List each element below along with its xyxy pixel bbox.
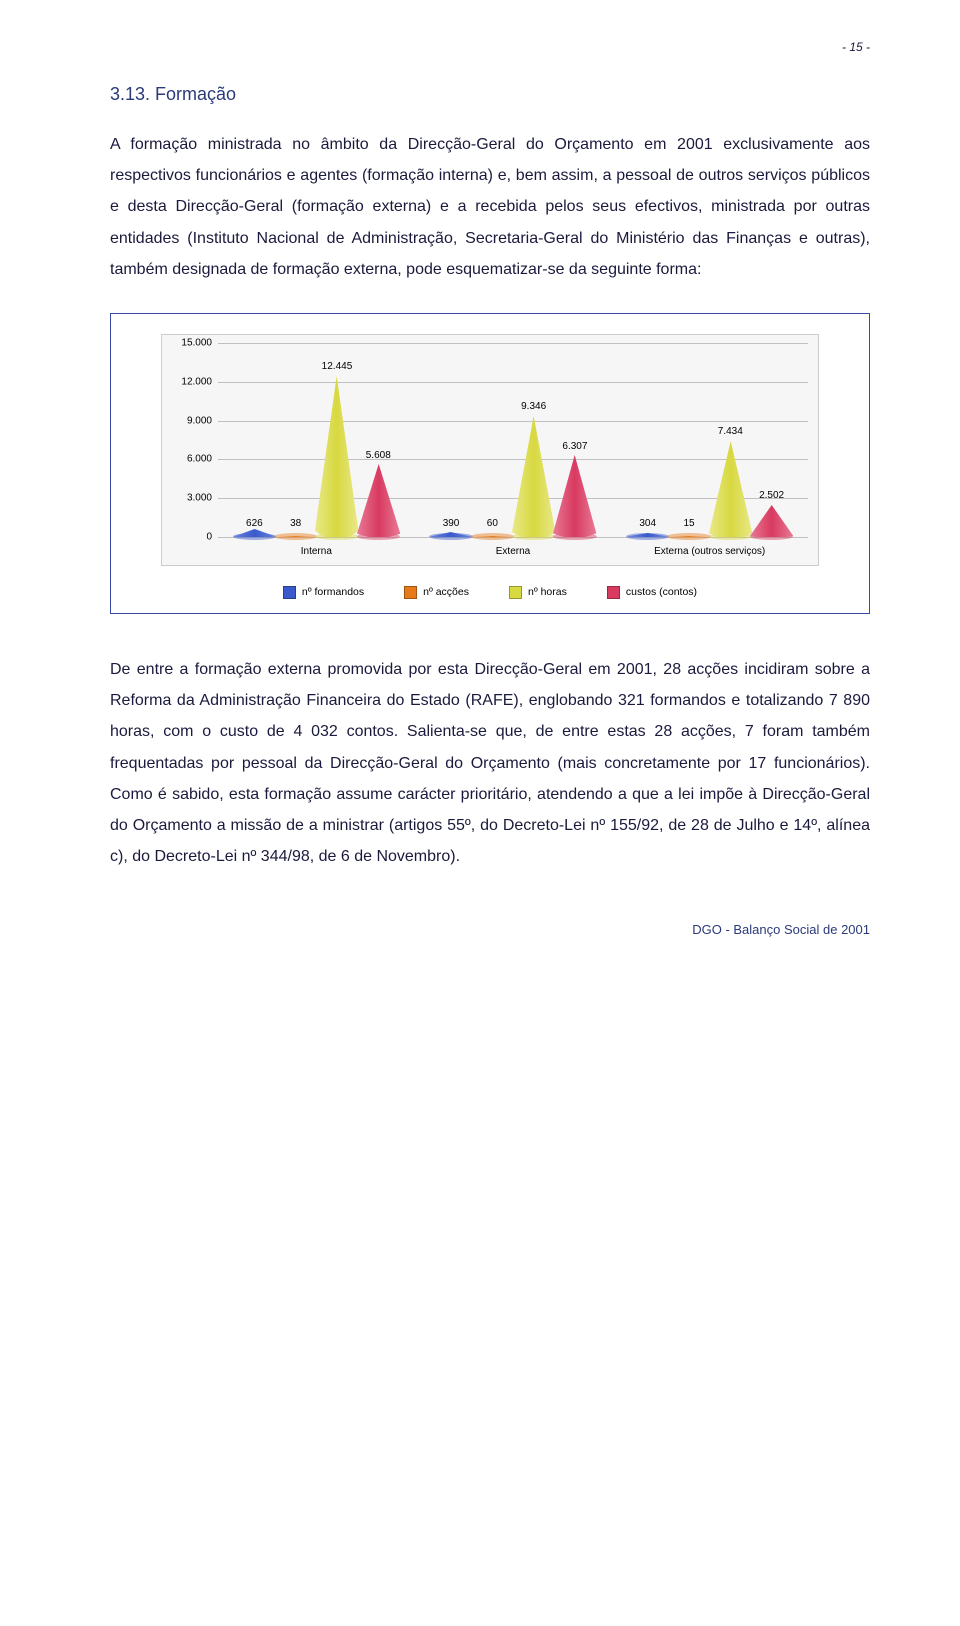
legend-label: nº acções	[423, 586, 469, 598]
category-group: 390609.3466.307Externa	[415, 343, 612, 537]
legend-label: nº formandos	[302, 586, 364, 598]
value-label: 304	[639, 518, 656, 529]
cone-bar	[471, 536, 514, 537]
legend-swatch	[404, 586, 417, 599]
legend-item: nº horas	[509, 586, 567, 599]
legend-swatch	[283, 586, 296, 599]
value-label: 2.502	[759, 490, 784, 501]
cone-bar	[274, 536, 317, 537]
category-group: 6263812.4455.608Interna	[218, 343, 415, 537]
value-label: 9.346	[521, 401, 546, 412]
plot-inner: 03.0006.0009.00012.00015.0006263812.4455…	[218, 343, 808, 537]
legend-label: custos (contos)	[626, 586, 697, 598]
cone-bar	[667, 536, 710, 537]
x-category-label: Externa (outros serviços)	[611, 546, 808, 557]
cone-bar	[512, 416, 555, 537]
y-tick-label: 0	[166, 531, 212, 542]
value-label: 15	[683, 518, 694, 529]
chart-legend: nº formandos nº acções nº horas custos (con…	[161, 586, 819, 599]
cone-bar	[626, 533, 669, 537]
y-tick-label: 9.000	[166, 415, 212, 426]
y-tick-label: 15.000	[166, 337, 212, 348]
section-heading: 3.13. Formação	[110, 84, 870, 105]
value-label: 12.445	[322, 361, 353, 372]
legend-swatch	[607, 586, 620, 599]
paragraph-2: De entre a formação externa promovida po…	[110, 654, 870, 872]
cone-bar	[709, 441, 752, 537]
document-page: - 15 - 3.13. Formação A formação ministr…	[0, 0, 960, 997]
cone-bar	[553, 455, 596, 537]
page-number: - 15 -	[110, 40, 870, 54]
cone-bar	[429, 532, 472, 537]
legend-item: nº formandos	[283, 586, 364, 599]
value-label: 38	[290, 518, 301, 529]
legend-label: nº horas	[528, 586, 567, 598]
value-label: 390	[443, 518, 460, 529]
cone-bar	[233, 529, 276, 537]
x-category-label: Interna	[218, 546, 415, 557]
value-label: 7.434	[718, 426, 743, 437]
y-tick-label: 3.000	[166, 493, 212, 504]
value-label: 60	[487, 518, 498, 529]
paragraph-1: A formação ministrada no âmbito da Direc…	[110, 129, 870, 285]
category-group: 304157.4342.502Externa (outros serviços)	[611, 343, 808, 537]
plot-area: 0 3.000 6.000 9.000 12.000 15.000 626 38 12.445 5…	[161, 334, 819, 566]
cone-bar	[750, 505, 793, 537]
value-label: 5.608	[366, 450, 391, 461]
y-tick-label: 6.000	[166, 454, 212, 465]
legend-item: custos (contos)	[607, 586, 697, 599]
y-tick-label: 12.000	[166, 376, 212, 387]
cone-bar	[315, 376, 358, 537]
training-chart: 0 3.000 6.000 9.000 12.000 15.000 626 38 12.445 5…	[110, 313, 870, 614]
value-label: 626	[246, 518, 263, 529]
cone-bar	[357, 464, 400, 537]
legend-swatch	[509, 586, 522, 599]
document-footer: DGO - Balanço Social de 2001	[110, 922, 870, 937]
legend-item: nº acções	[404, 586, 469, 599]
value-label: 6.307	[562, 441, 587, 452]
x-category-label: Externa	[415, 546, 612, 557]
